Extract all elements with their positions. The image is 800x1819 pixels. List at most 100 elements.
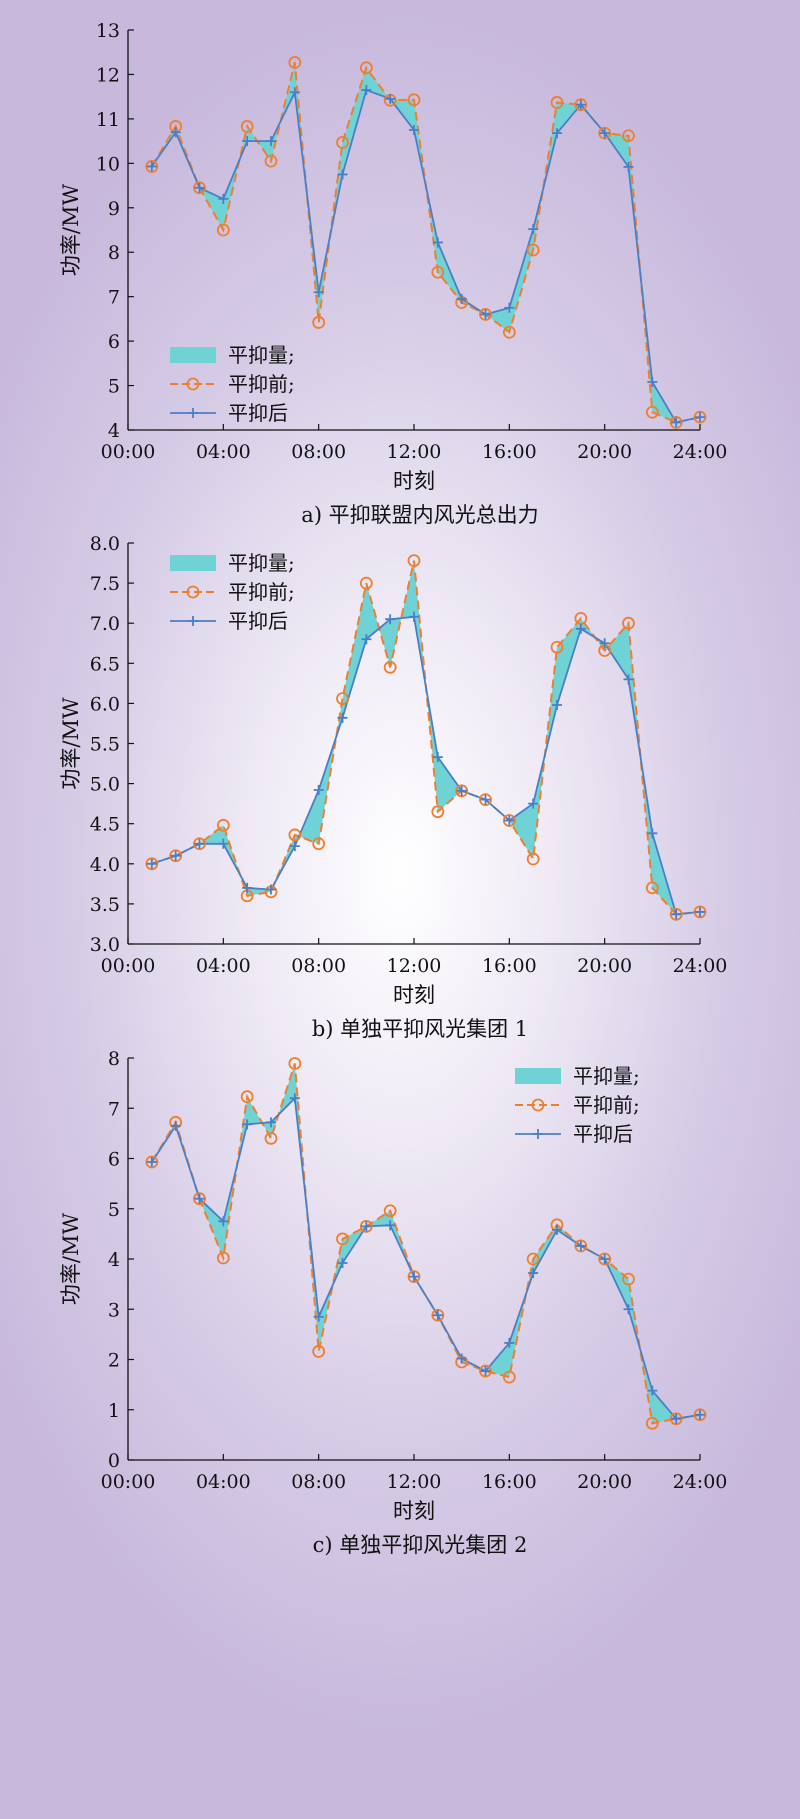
- point-after: [218, 193, 229, 204]
- point-after: [528, 1268, 539, 1279]
- x-tick-label: 16:00: [482, 955, 537, 977]
- y-tick-label: 11: [96, 109, 120, 131]
- point-after: [385, 1220, 396, 1231]
- point-after: [695, 412, 705, 423]
- point-after: [289, 87, 300, 98]
- chart-caption: c) 单独平抑风光集团 2: [313, 1533, 528, 1557]
- y-tick-label: 12: [96, 64, 120, 86]
- x-axis-label: 时刻: [393, 469, 435, 493]
- y-tick-label: 6: [108, 1149, 120, 1171]
- y-tick-label: 10: [96, 153, 120, 175]
- point-before: [264, 154, 278, 168]
- legend-label: 平抑前;: [573, 1093, 640, 1117]
- point-after: [623, 161, 634, 172]
- point-before: [669, 416, 683, 429]
- point-after: [528, 224, 539, 235]
- point-after: [361, 1221, 372, 1232]
- point-after: [242, 1119, 253, 1130]
- point-before: [383, 1204, 397, 1218]
- point-after: [242, 136, 253, 147]
- point-after: [313, 785, 324, 796]
- legend-label: 平抑后: [228, 609, 288, 633]
- point-after: [409, 611, 419, 622]
- x-tick-label: 00:00: [101, 955, 156, 977]
- y-tick-label: 8: [108, 242, 120, 264]
- point-before: [645, 881, 659, 895]
- point-after: [337, 1258, 348, 1269]
- point-before: [359, 576, 373, 590]
- point-before: [622, 129, 635, 143]
- x-tick-label: 20:00: [577, 955, 632, 977]
- y-tick-label: 3.0: [90, 934, 120, 956]
- point-after: [623, 674, 634, 685]
- point-before: [645, 405, 659, 419]
- legend-marker-after: [188, 616, 198, 626]
- y-tick-label: 2: [108, 1350, 120, 1372]
- legend-label: 平抑前;: [228, 372, 295, 396]
- legend-swatch-area: [515, 1068, 561, 1084]
- point-before: [407, 554, 421, 568]
- point-before: [336, 692, 349, 705]
- point-before: [431, 1308, 445, 1322]
- x-tick-label: 08:00: [291, 955, 346, 977]
- series-line-before: [150, 62, 701, 424]
- legend-label: 平抑量;: [573, 1064, 640, 1088]
- chart-panel-3: 0 1 2 3 4 5 6 7 8 00:00 04:00 08:00 12:00 16:00 20:00 2…: [59, 1048, 727, 1557]
- y-tick-label: 5: [108, 376, 120, 398]
- point-before: [312, 316, 326, 329]
- point-before: [693, 410, 707, 424]
- point-after: [575, 1240, 586, 1251]
- legend: 平抑量; 平抑前; 平抑后: [515, 1064, 640, 1146]
- point-after: [266, 136, 276, 147]
- point-before: [193, 181, 206, 195]
- point-before: [455, 784, 469, 798]
- point-before: [526, 243, 540, 257]
- point-after: [504, 302, 515, 313]
- point-before: [645, 1416, 659, 1430]
- x-tick-label: 12:00: [387, 441, 442, 463]
- point-after: [480, 1366, 491, 1377]
- point-before: [288, 56, 302, 69]
- y-tick-label: 4.5: [90, 814, 120, 836]
- point-before: [669, 907, 683, 921]
- y-tick-label: 7.0: [90, 613, 120, 635]
- point-before: [479, 793, 492, 807]
- chart-panel-2: 3.0 3.5 4.0 4.5 5.0 5.5 6.0 6.5 7.0 7.5 8.0 00:00 04…: [59, 533, 727, 1041]
- point-after: [456, 785, 467, 796]
- y-tick-label: 13: [96, 20, 120, 42]
- x-tick-label: 24:00: [673, 1471, 728, 1493]
- point-after: [146, 161, 157, 172]
- y-tick-label: 0: [108, 1450, 120, 1472]
- x-tick-label: 16:00: [482, 441, 537, 463]
- point-before: [312, 1345, 326, 1358]
- point-before: [431, 805, 445, 819]
- legend-swatch-area: [170, 347, 216, 363]
- point-after: [647, 377, 658, 387]
- point-before: [526, 852, 540, 866]
- x-tick-label: 24:00: [673, 955, 728, 977]
- point-after: [337, 712, 348, 723]
- smoothing-amount-area: [151, 1063, 701, 1424]
- x-tick-label: 24:00: [673, 441, 728, 463]
- point-before: [359, 1219, 373, 1233]
- y-tick-label: 4: [108, 1249, 120, 1271]
- point-after: [170, 850, 181, 861]
- point-after: [599, 1254, 610, 1264]
- point-after: [218, 838, 229, 849]
- point-before: [312, 837, 326, 851]
- point-after: [146, 858, 157, 869]
- y-tick-label: 7: [108, 1098, 120, 1120]
- x-tick-label: 04:00: [196, 955, 251, 977]
- point-after: [504, 815, 515, 826]
- point-after: [361, 634, 372, 645]
- point-before: [502, 814, 516, 827]
- x-tick-label: 20:00: [577, 441, 632, 463]
- legend-swatch-area: [170, 555, 216, 571]
- point-after: [575, 99, 586, 110]
- series-line-after: [151, 615, 701, 916]
- point-before: [574, 98, 588, 112]
- point-after: [194, 1193, 205, 1204]
- series-line-before: [150, 1063, 701, 1425]
- y-tick-label: 3.5: [90, 894, 120, 916]
